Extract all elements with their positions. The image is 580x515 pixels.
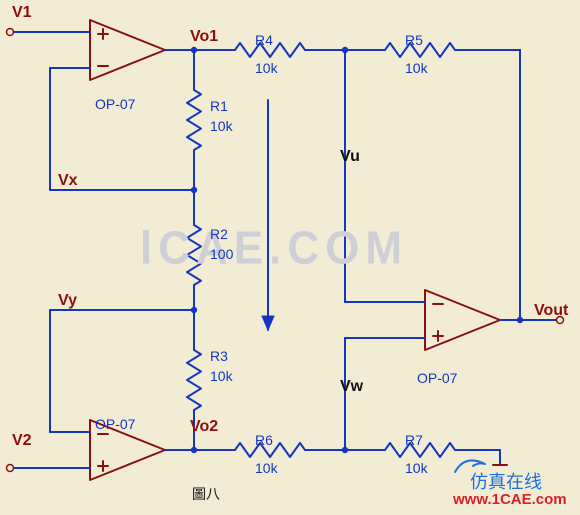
r1-value: 10k — [210, 118, 233, 134]
net-label-vout: Vout — [534, 302, 568, 320]
opamp-a2-name: OP-07 — [95, 416, 135, 432]
footer-site-url: www.1CAE.com — [453, 491, 567, 508]
net-label-v1: V1 — [12, 4, 32, 22]
net-label-v2: V2 — [12, 432, 32, 450]
opamp-a1-name: OP-07 — [95, 96, 135, 112]
net-label-vw: Vw — [340, 378, 363, 396]
net-label-vx: Vx — [58, 172, 78, 190]
r3-value: 10k — [210, 368, 233, 384]
r6-value: 10k — [255, 460, 278, 476]
r2-value: 100 — [210, 246, 233, 262]
r4-label: R4 — [255, 32, 273, 48]
r5-value: 10k — [405, 60, 428, 76]
r5-label: R5 — [405, 32, 423, 48]
figure-caption: 圖八 — [192, 484, 220, 504]
net-label-vu: Vu — [340, 148, 360, 166]
net-label-vy: Vy — [58, 292, 77, 310]
r1-label: R1 — [210, 98, 228, 114]
r7-label: R7 — [405, 432, 423, 448]
r6-label: R6 — [255, 432, 273, 448]
watermark-text: lCAE.COM — [140, 223, 408, 276]
opamp-a3-name: OP-07 — [417, 370, 457, 386]
net-label-vo2: Vo2 — [190, 418, 218, 436]
r7-value: 10k — [405, 460, 428, 476]
r3-label: R3 — [210, 348, 228, 364]
r4-value: 10k — [255, 60, 278, 76]
r2-label: R2 — [210, 226, 228, 242]
net-label-vo1: Vo1 — [190, 28, 218, 46]
